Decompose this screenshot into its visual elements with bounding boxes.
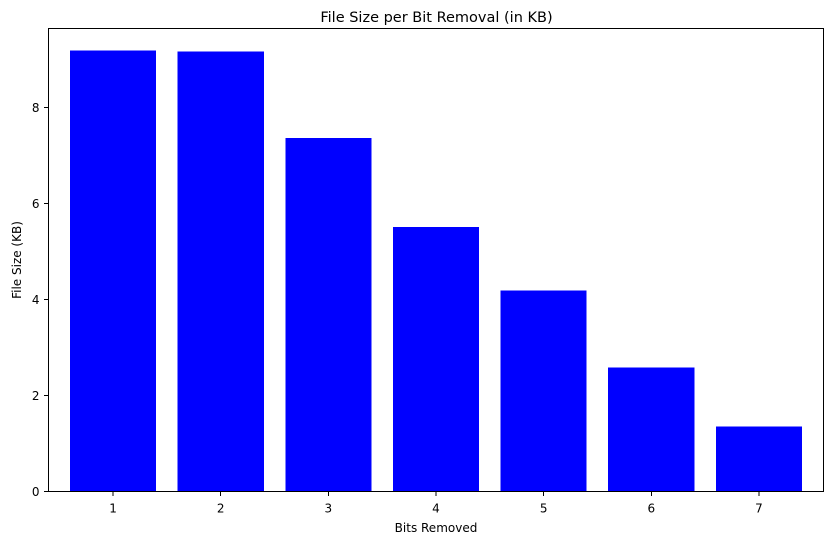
- bar-5: [500, 290, 587, 492]
- x-axis-ticks: 1 2 3 4 5 6 7: [109, 491, 763, 516]
- bars-group: [70, 50, 802, 492]
- x-tick-label: 1: [109, 502, 117, 516]
- chart-title: File Size per Bit Removal (in KB): [320, 10, 552, 26]
- x-tick-label: 2: [217, 502, 225, 516]
- y-axis-ticks: 0 2 4 6 8: [32, 101, 49, 499]
- y-tick-label: 8: [32, 101, 40, 115]
- plot-frame: [48, 28, 824, 492]
- x-axis-label: Bits Removed: [395, 521, 478, 535]
- y-tick-label: 2: [32, 389, 40, 403]
- bar-2: [177, 51, 264, 492]
- x-tick-label: 7: [755, 502, 763, 516]
- x-tick-label: 3: [325, 502, 333, 516]
- bar-7: [715, 426, 802, 492]
- x-tick-label: 4: [432, 502, 440, 516]
- y-axis-label: File Size (KB): [10, 221, 24, 299]
- y-tick-label: 4: [32, 293, 40, 307]
- bar-1: [70, 50, 157, 492]
- y-tick-label: 0: [32, 485, 40, 499]
- bar-6: [608, 367, 695, 492]
- x-tick-label: 6: [647, 502, 655, 516]
- y-tick-label: 6: [32, 197, 40, 211]
- bar-3: [285, 137, 372, 492]
- bar-4: [392, 227, 480, 492]
- x-tick-label: 5: [540, 502, 548, 516]
